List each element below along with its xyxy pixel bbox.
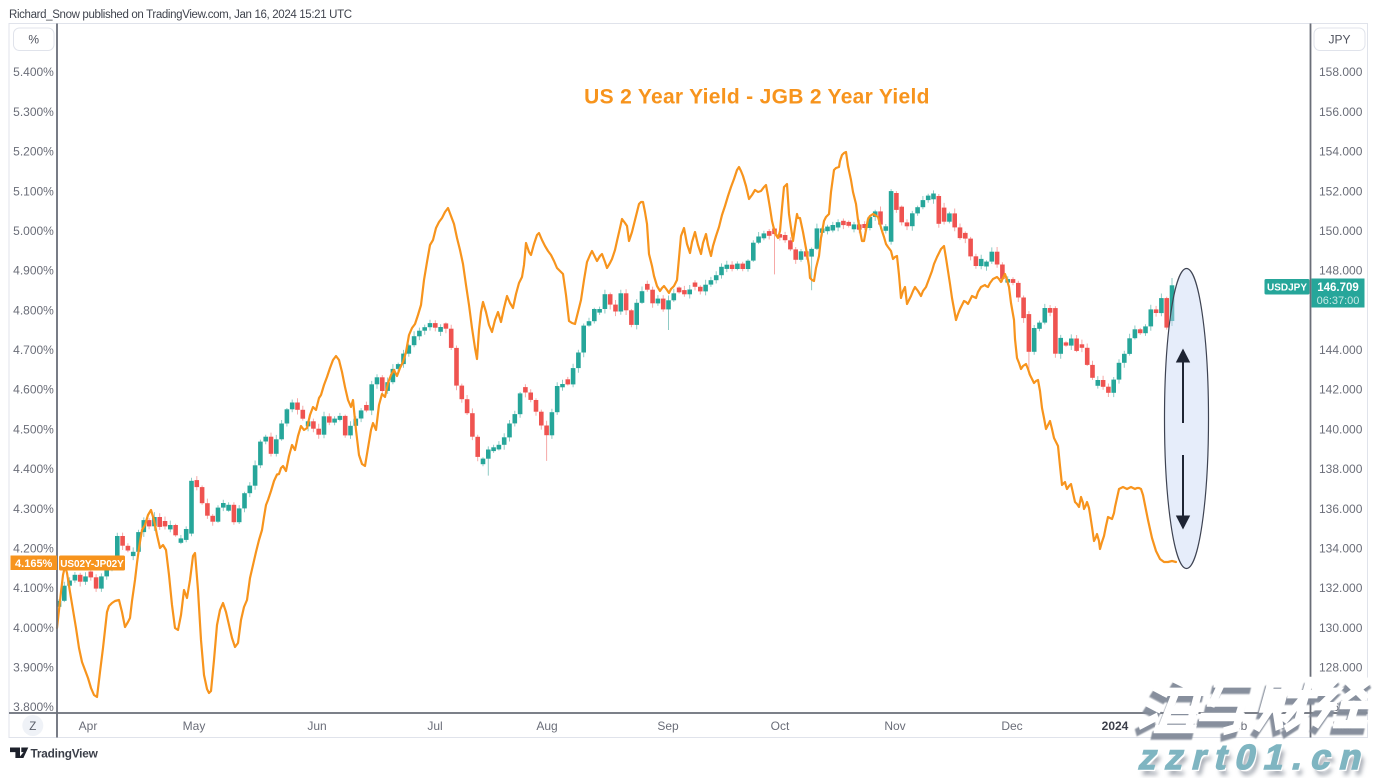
svg-text:3.800%: 3.800% bbox=[13, 700, 54, 714]
svg-text:142.000: 142.000 bbox=[1319, 383, 1363, 397]
svg-text:130.000: 130.000 bbox=[1319, 621, 1363, 635]
svg-text:4.000%: 4.000% bbox=[13, 621, 54, 635]
svg-text:4.900%: 4.900% bbox=[13, 264, 54, 278]
svg-text:5.400%: 5.400% bbox=[13, 65, 54, 79]
svg-text:136.000: 136.000 bbox=[1319, 502, 1363, 516]
svg-text:JPY: JPY bbox=[1328, 33, 1350, 47]
svg-text:Z: Z bbox=[29, 721, 36, 733]
svg-text:5.000%: 5.000% bbox=[13, 224, 54, 238]
svg-text:4.100%: 4.100% bbox=[13, 581, 54, 595]
svg-text:132.000: 132.000 bbox=[1319, 581, 1363, 595]
svg-text:128.000: 128.000 bbox=[1319, 661, 1363, 675]
svg-text:150.000: 150.000 bbox=[1319, 224, 1363, 238]
svg-text:Sep: Sep bbox=[657, 719, 679, 733]
svg-text:138.000: 138.000 bbox=[1319, 462, 1363, 476]
svg-text:Apr: Apr bbox=[79, 719, 98, 733]
svg-text:4.200%: 4.200% bbox=[13, 542, 54, 556]
svg-text:USDJPY: USDJPY bbox=[1267, 283, 1307, 294]
svg-text:4.600%: 4.600% bbox=[13, 383, 54, 397]
svg-text:158.000: 158.000 bbox=[1319, 65, 1363, 79]
svg-text:US 2 Year Yield - JGB 2 Year Y: US 2 Year Yield - JGB 2 Year Yield bbox=[584, 86, 930, 109]
svg-text:Jul: Jul bbox=[427, 719, 442, 733]
svg-text:146.709: 146.709 bbox=[1317, 282, 1359, 294]
svg-text:154.000: 154.000 bbox=[1319, 145, 1363, 159]
svg-text:5.200%: 5.200% bbox=[13, 145, 54, 159]
svg-text:2024: 2024 bbox=[1102, 719, 1129, 733]
svg-text:5.100%: 5.100% bbox=[13, 184, 54, 198]
svg-text:4.300%: 4.300% bbox=[13, 502, 54, 516]
svg-text:4.800%: 4.800% bbox=[13, 303, 54, 317]
svg-text:%: % bbox=[28, 33, 39, 47]
svg-text:06:37:00: 06:37:00 bbox=[1317, 295, 1360, 307]
svg-text:3.900%: 3.900% bbox=[13, 661, 54, 675]
svg-text:156.000: 156.000 bbox=[1319, 105, 1363, 119]
svg-text:4.500%: 4.500% bbox=[13, 422, 54, 436]
svg-text:Nov: Nov bbox=[884, 719, 905, 733]
svg-text:Dec: Dec bbox=[1001, 719, 1022, 733]
svg-text:Richard_Snow published on Trad: Richard_Snow published on TradingView.co… bbox=[9, 9, 352, 21]
svg-text:5.300%: 5.300% bbox=[13, 105, 54, 119]
svg-text:144.000: 144.000 bbox=[1319, 343, 1363, 357]
svg-text:Jun: Jun bbox=[307, 719, 326, 733]
svg-text:148.000: 148.000 bbox=[1319, 264, 1363, 278]
svg-text:May: May bbox=[183, 719, 206, 733]
svg-text:152.000: 152.000 bbox=[1319, 184, 1363, 198]
svg-text:TradingView: TradingView bbox=[31, 747, 99, 761]
svg-text:140.000: 140.000 bbox=[1319, 422, 1363, 436]
svg-text:4.400%: 4.400% bbox=[13, 462, 54, 476]
svg-text:Aug: Aug bbox=[536, 719, 557, 733]
svg-text:US02Y-JP02Y: US02Y-JP02Y bbox=[60, 559, 124, 570]
svg-text:134.000: 134.000 bbox=[1319, 542, 1363, 556]
svg-text:4.700%: 4.700% bbox=[13, 343, 54, 357]
svg-text:4.165%: 4.165% bbox=[15, 558, 53, 570]
svg-text:Oct: Oct bbox=[771, 719, 790, 733]
